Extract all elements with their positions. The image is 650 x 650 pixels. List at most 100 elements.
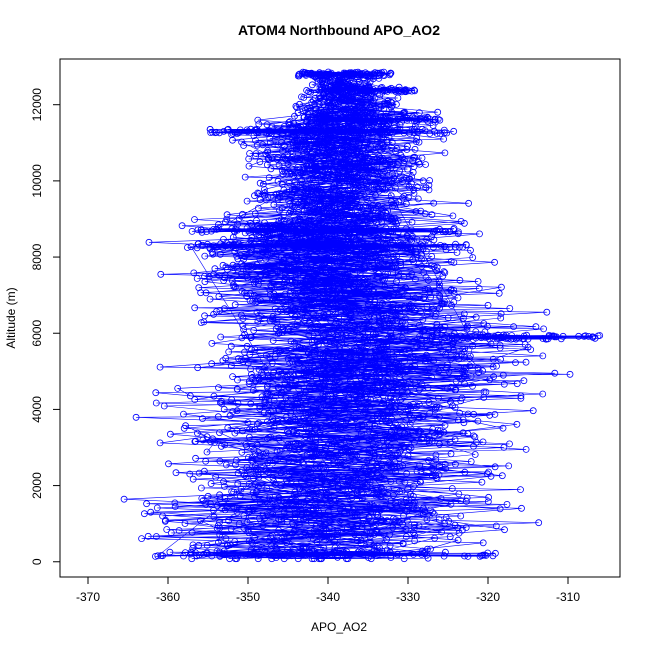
data-point: [362, 369, 370, 376]
data-point: [286, 418, 294, 426]
data-point: [258, 393, 266, 401]
data-point: [341, 229, 349, 237]
data-point: [367, 106, 375, 113]
data-point: [229, 373, 237, 381]
data-point: [308, 98, 316, 106]
data-point: [353, 396, 361, 404]
data-point: [302, 411, 310, 419]
data-point: [395, 362, 403, 370]
data-point: [312, 367, 320, 375]
data-point: [369, 429, 377, 437]
data-point: [233, 385, 241, 393]
data-point: [522, 358, 530, 366]
data-point: [213, 308, 220, 315]
data-point: [315, 186, 323, 193]
data-point: [221, 551, 229, 559]
data-point: [275, 348, 283, 356]
data-point: [352, 200, 360, 208]
data-point: [415, 522, 423, 530]
data-point: [426, 409, 434, 417]
data-point: [449, 402, 456, 410]
data-point: [389, 160, 397, 168]
data-point: [243, 442, 251, 450]
data-point: [440, 242, 448, 250]
data-point: [377, 483, 385, 491]
data-point: [397, 151, 405, 159]
data-point: [442, 246, 450, 254]
data-point: [278, 388, 286, 396]
data-point: [294, 458, 302, 466]
data-point: [435, 516, 443, 523]
data-point: [207, 480, 215, 488]
data-point: [294, 446, 302, 454]
data-point: [247, 236, 255, 244]
data-point: [367, 396, 375, 403]
data-point: [291, 112, 298, 120]
data-point: [436, 130, 444, 138]
data-point: [410, 189, 418, 197]
data-point: [364, 300, 372, 307]
data-point: [322, 240, 330, 248]
data-point: [296, 155, 304, 163]
data-point: [308, 174, 316, 182]
data-point: [425, 398, 433, 406]
data-point: [266, 501, 274, 509]
data-point: [187, 548, 195, 556]
data-point: [278, 535, 286, 543]
data-point: [292, 128, 300, 136]
data-point: [303, 118, 311, 126]
data-point: [320, 109, 328, 116]
data-point: [341, 388, 349, 396]
data-point: [287, 264, 295, 272]
data-point: [433, 332, 440, 340]
data-point: [380, 249, 388, 257]
data-point: [460, 364, 468, 372]
data-point: [195, 284, 203, 292]
data-point: [312, 435, 319, 443]
data-point: [391, 214, 399, 222]
data-point: [296, 268, 304, 276]
data-point: [338, 154, 346, 162]
data-point: [317, 404, 325, 412]
data-point: [432, 451, 440, 459]
data-point: [275, 527, 283, 534]
data-point: [241, 330, 249, 338]
data-point: [385, 322, 393, 330]
data-point: [299, 550, 306, 558]
data-point: [491, 410, 499, 418]
data-point: [197, 226, 205, 234]
data-point: [399, 539, 407, 547]
data-point: [271, 480, 279, 488]
data-point: [264, 154, 272, 162]
data-point: [404, 485, 412, 493]
data-point: [364, 387, 372, 395]
data-point: [302, 388, 310, 396]
data-point: [315, 518, 323, 525]
data-point: [301, 529, 309, 537]
data-point: [277, 227, 285, 235]
data-point: [385, 263, 392, 271]
data-point: [243, 293, 251, 300]
data-point: [344, 187, 352, 195]
data-point: [338, 124, 346, 131]
data-point: [417, 207, 425, 215]
data-point: [392, 499, 400, 506]
data-point: [369, 201, 377, 209]
data-point: [274, 323, 282, 331]
data-point: [383, 517, 391, 524]
data-point: [362, 101, 370, 108]
data-point: [327, 105, 335, 112]
data-point: [445, 345, 453, 353]
data-point: [418, 154, 426, 162]
data-point: [398, 487, 406, 495]
data-point: [239, 210, 246, 218]
data-point: [296, 100, 303, 108]
data-point: [256, 451, 264, 459]
data-point: [362, 209, 370, 217]
data-point: [367, 555, 375, 563]
data-point: [319, 255, 327, 263]
data-point: [430, 236, 438, 244]
data-point: [250, 279, 258, 287]
data-point: [365, 435, 373, 443]
